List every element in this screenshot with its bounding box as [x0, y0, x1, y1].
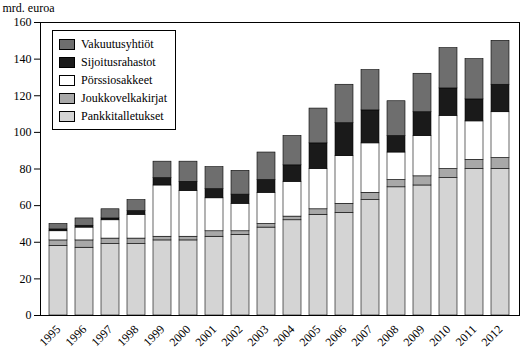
svg-text:20: 20 — [20, 272, 32, 286]
html-text:Joukkovelkakirjat: Joukkovelkakirjat — [81, 91, 167, 105]
svg-text:2004: 2004 — [270, 322, 297, 349]
svg-text:2012: 2012 — [478, 322, 505, 349]
svg-text:1999: 1999 — [140, 322, 167, 349]
svg-text:40: 40 — [20, 235, 32, 249]
svg-text:2006: 2006 — [322, 322, 349, 349]
svg-text:0: 0 — [26, 308, 32, 322]
svg-text:2008: 2008 — [374, 322, 401, 349]
svg-text:2001: 2001 — [192, 322, 219, 349]
svg-text:80: 80 — [20, 162, 32, 176]
html-text:Vakuutusyhtiöt: Vakuutusyhtiöt — [81, 37, 154, 51]
svg-text:1998: 1998 — [114, 322, 141, 349]
svg-text:100: 100 — [14, 125, 32, 139]
svg-text:1995: 1995 — [36, 322, 63, 349]
svg-text:1996: 1996 — [62, 322, 89, 349]
html-text:Pörssiosakkeet: Pörssiosakkeet — [81, 73, 153, 87]
svg-text:140: 140 — [14, 52, 32, 66]
svg-text:2000: 2000 — [166, 322, 193, 349]
svg-text:2010: 2010 — [426, 322, 453, 349]
svg-text:160: 160 — [14, 15, 32, 29]
svg-text:1997: 1997 — [88, 322, 115, 349]
svg-text:2002: 2002 — [218, 322, 245, 349]
svg-text:2009: 2009 — [400, 322, 427, 349]
svg-text:2005: 2005 — [296, 322, 323, 349]
svg-text:2007: 2007 — [348, 322, 375, 349]
svg-text:mrd. euroa: mrd. euroa — [3, 1, 56, 15]
html-text:Sijoitusrahastot: Sijoitusrahastot — [81, 55, 156, 69]
svg-text:2011: 2011 — [453, 322, 480, 349]
html-text:Pankkitalletukset: Pankkitalletukset — [81, 109, 164, 123]
svg-text:120: 120 — [14, 89, 32, 103]
svg-text:60: 60 — [20, 198, 32, 212]
svg-text:2003: 2003 — [244, 322, 271, 349]
